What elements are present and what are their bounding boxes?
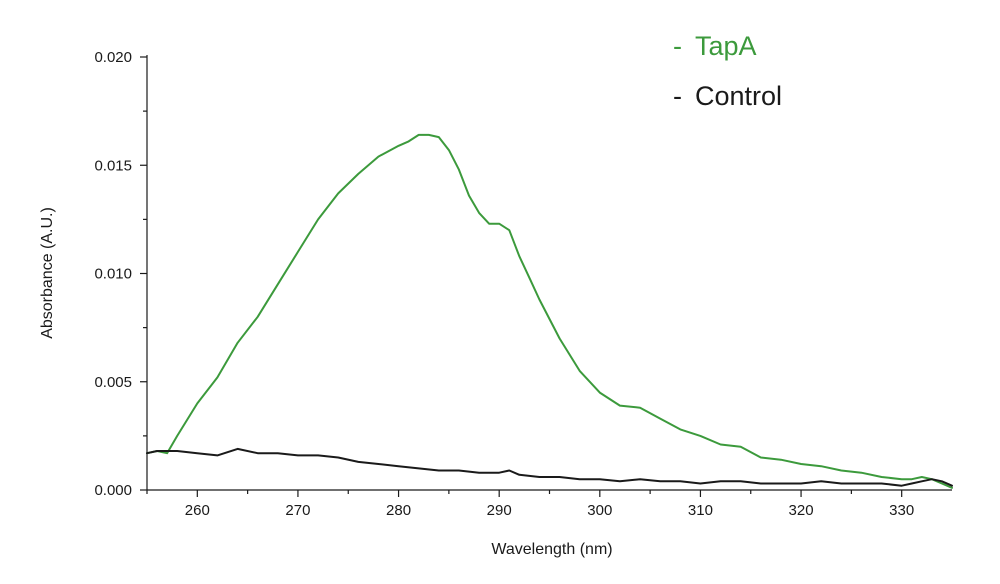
x-axis-title: Wavelength (nm) bbox=[491, 541, 612, 558]
legend-label-tapa: TapA bbox=[695, 31, 757, 61]
legend: - TapA- Control bbox=[673, 31, 782, 111]
y-tick-label: 0.020 bbox=[94, 49, 132, 66]
y-ticks: 0.000 0.005 0.010 0.015 0.020 bbox=[94, 49, 147, 499]
legend-label-control: Control bbox=[695, 81, 782, 111]
x-tick-label: 260 bbox=[185, 502, 210, 519]
x-tick-label: 310 bbox=[688, 502, 713, 519]
y-tick-label: 0.000 bbox=[94, 482, 132, 499]
plot-lines bbox=[146, 133, 953, 489]
series-line-control bbox=[146, 447, 953, 487]
legend-marker-tapa: - bbox=[673, 31, 682, 61]
x-tick-label: 280 bbox=[386, 502, 411, 519]
x-tick-label: 300 bbox=[587, 502, 612, 519]
x-tick-label: 330 bbox=[889, 502, 914, 519]
axes: 260 270 280 290 300 310 320 330 0.000 0.005 0.010… bbox=[94, 49, 952, 519]
legend-marker-control: - bbox=[673, 81, 682, 111]
series-line-tapa bbox=[146, 133, 953, 489]
x-tick-label: 320 bbox=[789, 502, 814, 519]
y-axis-title: Absorbance (A.U.) bbox=[39, 207, 56, 339]
x-ticks: 260 270 280 290 300 310 320 330 bbox=[146, 490, 914, 519]
x-tick-label: 290 bbox=[487, 502, 512, 519]
y-tick-label: 0.010 bbox=[94, 266, 132, 283]
y-tick-label: 0.005 bbox=[94, 374, 132, 391]
x-tick-label: 270 bbox=[285, 502, 310, 519]
y-tick-label: 0.015 bbox=[94, 157, 132, 174]
